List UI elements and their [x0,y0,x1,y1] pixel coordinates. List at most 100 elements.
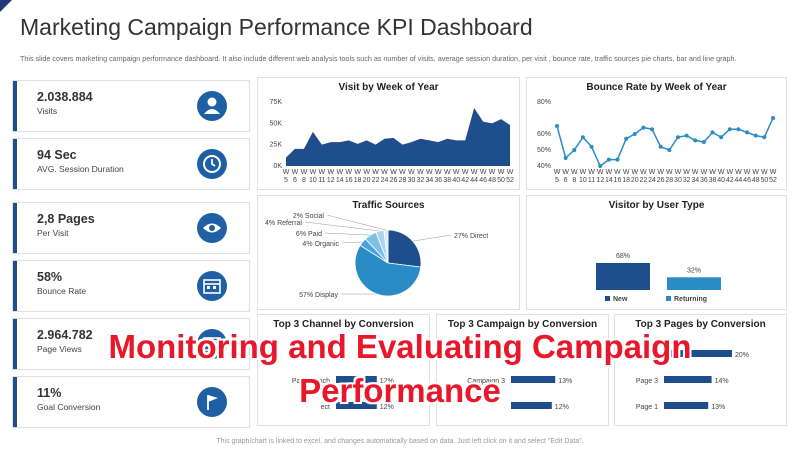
pie-slice [354,244,422,297]
x-tick-label: 48 [752,177,760,184]
traffic-chart-panel[interactable]: Traffic Sources 27% Direct 57% Display 4% … [257,195,520,310]
hbar-value-label: 20% [735,352,749,359]
x-tick-label: 46 [479,177,487,184]
x-tick-w: W [372,169,379,176]
x-tick-label: 48 [488,177,496,184]
visitor-chart-title: Visitor by User Type [608,200,705,211]
x-tick-w: W [571,169,578,176]
x-tick-w: W [683,169,690,176]
hbar-bar [336,402,377,409]
pie-slice [383,229,389,264]
x-tick-label: 46 [743,177,751,184]
x-tick-label: 52 [506,177,514,184]
eye-icon [197,213,227,243]
hbar-bar [336,376,377,383]
x-tick-label: 50 [497,177,505,184]
x-tick-w: W [675,169,682,176]
pie-label: 6% Paid [296,231,322,238]
channel-chart-title: Top 3 Channel by Conversion [273,319,414,330]
bounce-point [710,130,715,135]
channel-chart-panel[interactable]: Top 3 Channel by Conversion Paid Serach 1… [257,314,430,426]
kpi-label: Bounce Rate [37,286,87,296]
x-tick-w: W [310,169,317,176]
visitor-bar [667,277,721,290]
visitor-bar-label: 68% [616,253,630,260]
hbar-bar [511,376,556,383]
y-tick-label: 50K [270,120,283,127]
x-tick-label: 26 [390,177,398,184]
kpi-card-pages-per-visit[interactable]: 2,8 Pages Per Visit [12,202,250,254]
bounce-point [684,133,689,138]
bounce-point [701,140,706,144]
x-tick-w: W [283,169,290,176]
bounce-line-series [556,117,774,168]
x-tick-label: 40 [452,177,460,184]
kpi-card-goal-conversion[interactable]: 11% Goal Conversion [12,376,250,428]
x-tick-w: W [752,169,759,176]
x-tick-w: W [718,169,725,176]
kpi-value: 58% [37,270,63,284]
x-tick-w: W [301,169,308,176]
legend-swatch [605,296,610,301]
x-tick-label: 12 [596,177,604,184]
kpi-card-visits[interactable]: 2.038.884 Visits [12,80,250,132]
x-tick-label: 22 [640,177,648,184]
visits-chart-panel[interactable]: Visit by Week of Year 75K 50K 25K 0K W 5 W 6 W 8 W… [257,77,520,190]
x-tick-w: W [588,169,595,176]
visitor-bar-chart: 68% 32% New Returning [596,253,721,303]
x-tick-w: W [444,169,451,176]
x-tick-w: W [744,169,751,176]
y-tick-label: 25K [270,142,283,149]
flag-icon [197,387,227,417]
x-tick-w: W [345,169,352,176]
x-tick-label: 6 [564,177,568,184]
kpi-accent-bar [13,203,17,253]
bounce-point [753,133,758,138]
pie-leader-line [341,241,363,244]
campaign-bar-chart: Campaign 3 13% 12% [467,376,572,411]
pages-chart-panel[interactable]: Top 3 Pages by Conversion 20% Page 3 14% Pa… [614,314,787,426]
hbar-category: Page 1 [636,404,658,411]
x-tick-w: W [319,169,326,176]
x-tick-w: W [354,169,361,176]
kpi-card-session[interactable]: 94 Sec AVG. Session Duration [12,138,250,190]
x-tick-w: W [770,169,777,176]
x-tick-w: W [435,169,442,176]
x-tick-w: W [649,169,656,176]
x-tick-w: W [498,169,505,176]
pie-label: 4% Organic [302,241,339,248]
campaign-chart-panel[interactable]: Top 3 Campaign by Conversion Campaign 3 1… [436,314,609,426]
bounce-point [745,130,750,135]
legend-label: New [613,296,628,303]
bounce-point [632,132,637,136]
kpi-value: 2.964.782 [37,328,93,342]
x-tick-w: W [417,169,424,176]
x-tick-w: W [701,169,708,176]
kpi-accent-bar [13,319,17,369]
kpi-value: 2,8 Pages [37,212,95,226]
traffic-chart-title: Traffic Sources [352,200,425,211]
x-tick-label: 12 [327,177,335,184]
calendar-icon [197,271,227,301]
x-tick-label: 42 [726,177,734,184]
x-tick-label: 32 [683,177,691,184]
kpi-card-page-views[interactable]: 2.964.782 Page Views [12,318,250,370]
x-tick-w: W [507,169,514,176]
bounce-chart-panel[interactable]: Bounce Rate by Week of Year 80% 60% 50% 40%… [526,77,787,190]
page-title: Marketing Campaign Performance KPI Dashb… [20,14,533,40]
x-tick-label: 44 [735,177,743,184]
hbar-category: ect [321,404,330,411]
hbar-bar [664,350,732,357]
x-tick-label: 28 [399,177,407,184]
visitor-chart-panel[interactable]: Visitor by User Type 68% 32% New Returning [526,195,787,310]
kpi-label: Page Views [37,344,82,354]
kpi-card-bounce-rate[interactable]: 58% Bounce Rate [12,260,250,312]
bounce-point [555,124,559,128]
x-tick-w: W [399,169,406,176]
bounce-point [641,125,646,130]
x-tick-w: W [480,169,487,176]
campaign-chart-title: Top 3 Campaign by Conversion [447,319,598,330]
x-tick-label: 5 [555,177,559,184]
visits-area-series [286,107,510,166]
x-tick-label: 22 [372,177,380,184]
